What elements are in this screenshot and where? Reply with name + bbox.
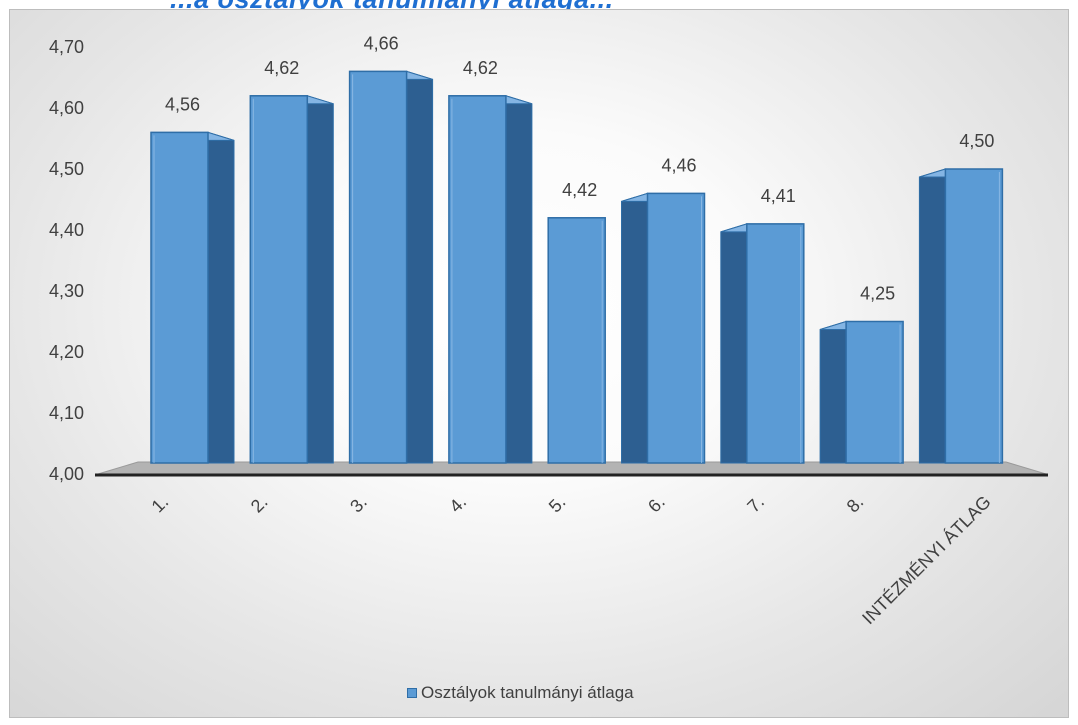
data-label: 4,56 (165, 94, 200, 114)
bar (249, 95, 309, 464)
legend-swatch (407, 688, 417, 698)
x-tick-label: INTÉZMÉNYI ÁTLAG (858, 492, 994, 628)
x-tick-label: 3. (346, 492, 371, 517)
x-tick-label: 1. (148, 492, 173, 517)
y-tick-label: 4,50 (49, 159, 84, 179)
x-tick-label: 7. (743, 492, 768, 517)
x-tick-label: 8. (843, 492, 868, 517)
bar-side (505, 95, 533, 464)
y-tick-label: 4,70 (49, 37, 84, 57)
data-label: 4,46 (661, 155, 696, 175)
y-tick-label: 4,10 (49, 403, 84, 423)
bar (746, 223, 805, 464)
data-label: 4,62 (463, 58, 498, 78)
data-label: 4,66 (364, 33, 399, 53)
data-label: 4,42 (562, 180, 597, 200)
x-tick-label: 4. (445, 492, 470, 517)
y-tick-label: 4,60 (49, 98, 84, 118)
bar (547, 217, 606, 464)
bar-side (918, 168, 946, 464)
x-tick-label: 6. (644, 492, 669, 517)
y-tick-label: 4,40 (49, 220, 84, 240)
y-tick-label: 4,00 (49, 464, 84, 484)
data-label: 4,25 (860, 284, 895, 304)
chart-legend: Osztályok tanulmányi átlaga (407, 681, 634, 705)
y-tick-label: 4,20 (49, 342, 84, 362)
legend-label: Osztályok tanulmányi átlaga (421, 683, 634, 702)
bar (845, 320, 904, 464)
bar-side (720, 223, 748, 464)
bar (448, 95, 507, 464)
bar (944, 168, 1004, 464)
bar (348, 70, 408, 464)
bar-side (819, 320, 847, 464)
bar-side (621, 192, 648, 464)
data-label: 4,41 (761, 186, 796, 206)
bar (150, 131, 209, 464)
y-tick-label: 4,30 (49, 281, 84, 301)
chart-floor (97, 461, 1047, 475)
bar-side (207, 131, 235, 464)
bar (646, 192, 706, 464)
data-label: 4,62 (264, 58, 299, 78)
data-label: 4,50 (959, 131, 994, 151)
x-tick-label: 5. (545, 492, 570, 517)
x-tick-label: 2. (247, 492, 272, 517)
bar-side (306, 95, 334, 464)
bar-side (406, 70, 434, 464)
